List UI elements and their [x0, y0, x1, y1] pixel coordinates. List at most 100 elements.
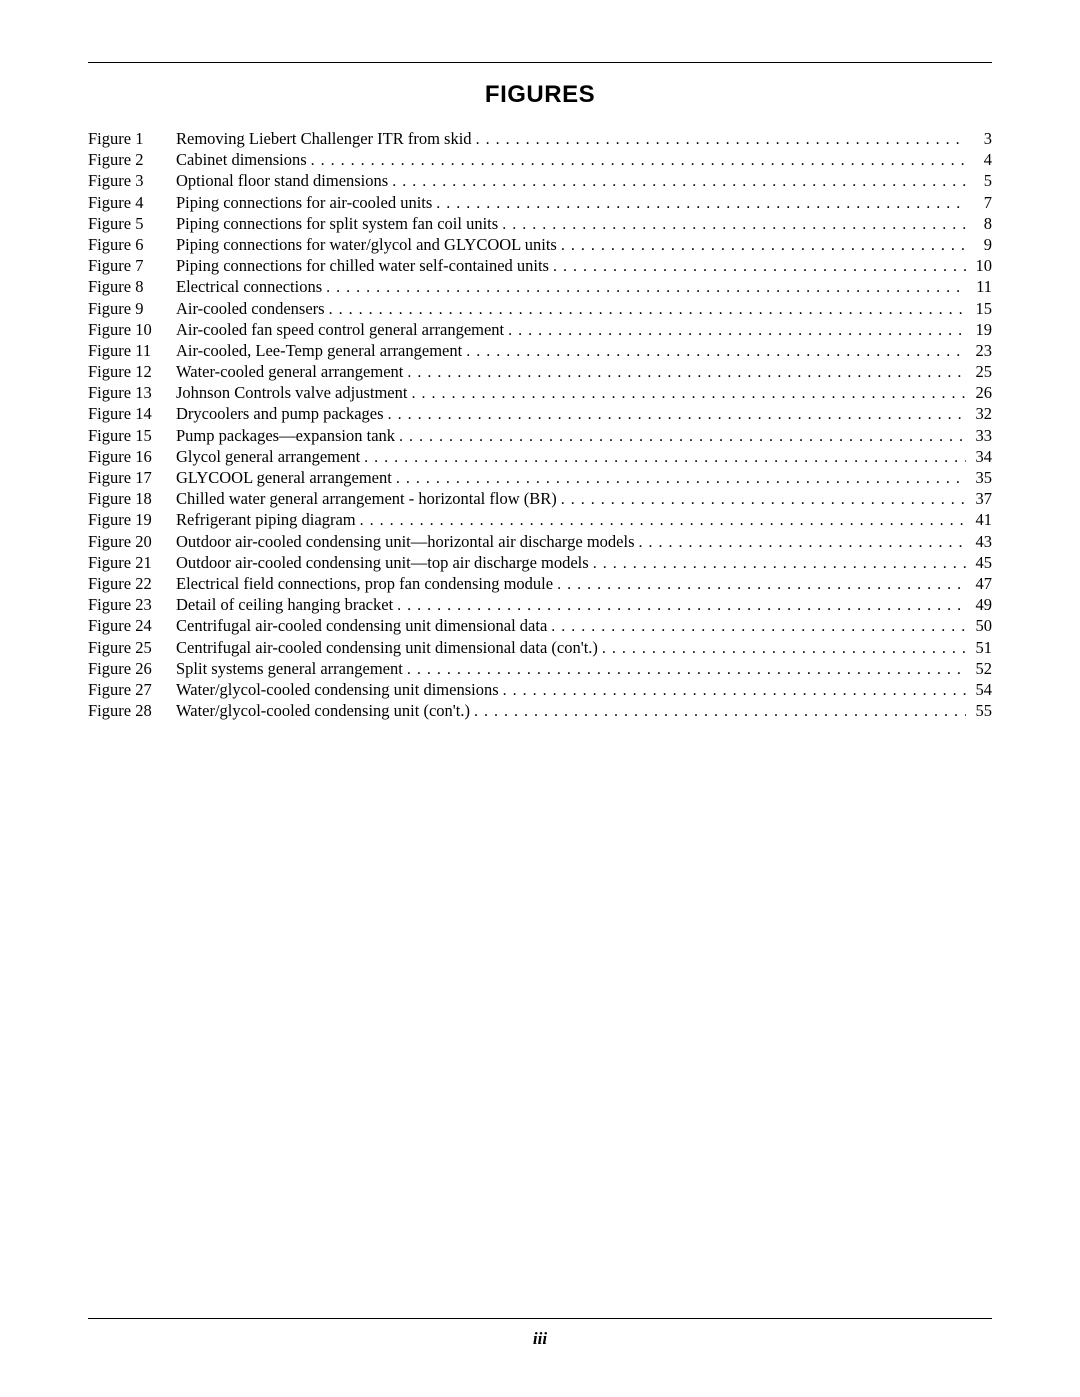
figure-page: 49	[970, 597, 992, 614]
figure-label: Figure 3	[88, 173, 176, 190]
figure-title: Centrifugal air-cooled condensing unit d…	[176, 640, 598, 657]
toc-entry: Figure 3Optional floor stand dimensions5	[88, 173, 992, 190]
toc-entry: Figure 24Centrifugal air-cooled condensi…	[88, 618, 992, 635]
figure-page: 43	[970, 534, 992, 551]
figure-page: 4	[970, 152, 992, 169]
figure-page: 11	[970, 279, 992, 296]
figure-title: Centrifugal air-cooled condensing unit d…	[176, 618, 547, 635]
figure-label: Figure 12	[88, 364, 176, 381]
figure-page: 26	[970, 385, 992, 402]
figure-title: Air-cooled, Lee-Temp general arrangement	[176, 343, 462, 360]
leader-dots	[364, 449, 966, 466]
toc-entry: Figure 2Cabinet dimensions4	[88, 152, 992, 169]
toc-entry: Figure 4Piping connections for air-coole…	[88, 195, 992, 212]
figure-page: 33	[970, 428, 992, 445]
figure-page: 55	[970, 703, 992, 720]
figure-title: Electrical field connections, prop fan c…	[176, 576, 553, 593]
figure-title: Water/glycol-cooled condensing unit (con…	[176, 703, 470, 720]
leader-dots	[397, 597, 966, 614]
figure-label: Figure 22	[88, 576, 176, 593]
figure-page: 10	[970, 258, 992, 275]
figure-title: Water/glycol-cooled condensing unit dime…	[176, 682, 499, 699]
toc-entry: Figure 5Piping connections for split sys…	[88, 216, 992, 233]
figure-page: 41	[970, 512, 992, 529]
leader-dots	[639, 534, 967, 551]
leader-dots	[407, 364, 966, 381]
figure-label: Figure 10	[88, 322, 176, 339]
page-number: iii	[88, 1329, 992, 1349]
figure-label: Figure 2	[88, 152, 176, 169]
figure-page: 34	[970, 449, 992, 466]
leader-dots	[551, 618, 966, 635]
figure-label: Figure 19	[88, 512, 176, 529]
leader-dots	[466, 343, 966, 360]
figure-label: Figure 23	[88, 597, 176, 614]
leader-dots	[392, 173, 966, 190]
figure-label: Figure 20	[88, 534, 176, 551]
toc-entry: Figure 12Water-cooled general arrangemen…	[88, 364, 992, 381]
figure-label: Figure 5	[88, 216, 176, 233]
figure-label: Figure 17	[88, 470, 176, 487]
figure-page: 37	[970, 491, 992, 508]
figure-title: Piping connections for split system fan …	[176, 216, 498, 233]
figure-title: Split systems general arrangement	[176, 661, 403, 678]
figure-page: 19	[970, 322, 992, 339]
figure-page: 25	[970, 364, 992, 381]
figure-page: 9	[970, 237, 992, 254]
leader-dots	[561, 491, 966, 508]
top-rule	[88, 62, 992, 63]
leader-dots	[311, 152, 966, 169]
figure-title: Outdoor air-cooled condensing unit—top a…	[176, 555, 589, 572]
leader-dots	[388, 406, 966, 423]
figure-label: Figure 7	[88, 258, 176, 275]
bottom-rule	[88, 1318, 992, 1319]
leader-dots	[396, 470, 966, 487]
toc-entry: Figure 23Detail of ceiling hanging brack…	[88, 597, 992, 614]
leader-dots	[561, 237, 966, 254]
figure-title: Water-cooled general arrangement	[176, 364, 403, 381]
figure-title: Chilled water general arrangement - hori…	[176, 491, 557, 508]
figure-title: Johnson Controls valve adjustment	[176, 385, 407, 402]
leader-dots	[399, 428, 966, 445]
toc-entry: Figure 15Pump packages—expansion tank33	[88, 428, 992, 445]
figure-page: 50	[970, 618, 992, 635]
toc-entry: Figure 28Water/glycol-cooled condensing …	[88, 703, 992, 720]
toc-entry: Figure 27Water/glycol-cooled condensing …	[88, 682, 992, 699]
figure-label: Figure 16	[88, 449, 176, 466]
toc-entry: Figure 7Piping connections for chilled w…	[88, 258, 992, 275]
toc-entry: Figure 22Electrical field connections, p…	[88, 576, 992, 593]
toc-entry: Figure 10Air-cooled fan speed control ge…	[88, 322, 992, 339]
toc-entry: Figure 14Drycoolers and pump packages32	[88, 406, 992, 423]
figures-list: Figure 1Removing Liebert Challenger ITR …	[88, 131, 992, 720]
toc-entry: Figure 16Glycol general arrangement34	[88, 449, 992, 466]
leader-dots	[411, 385, 966, 402]
toc-entry: Figure 26Split systems general arrangeme…	[88, 661, 992, 678]
figure-page: 35	[970, 470, 992, 487]
figure-label: Figure 6	[88, 237, 176, 254]
figure-label: Figure 13	[88, 385, 176, 402]
figure-page: 15	[970, 301, 992, 318]
figure-label: Figure 28	[88, 703, 176, 720]
toc-entry: Figure 13Johnson Controls valve adjustme…	[88, 385, 992, 402]
figure-page: 51	[970, 640, 992, 657]
leader-dots	[329, 301, 966, 318]
toc-entry: Figure 8Electrical connections11	[88, 279, 992, 296]
figure-title: Piping connections for chilled water sel…	[176, 258, 549, 275]
figure-page: 32	[970, 406, 992, 423]
toc-entry: Figure 19Refrigerant piping diagram41	[88, 512, 992, 529]
figure-title: GLYCOOL general arrangement	[176, 470, 392, 487]
toc-entry: Figure 20Outdoor air-cooled condensing u…	[88, 534, 992, 551]
figure-page: 8	[970, 216, 992, 233]
figure-page: 54	[970, 682, 992, 699]
toc-entry: Figure 9Air-cooled condensers15	[88, 301, 992, 318]
figure-page: 45	[970, 555, 992, 572]
figure-page: 23	[970, 343, 992, 360]
toc-entry: Figure 11Air-cooled, Lee-Temp general ar…	[88, 343, 992, 360]
leader-dots	[476, 131, 966, 148]
figure-label: Figure 27	[88, 682, 176, 699]
leader-dots	[593, 555, 966, 572]
leader-dots	[508, 322, 966, 339]
figure-page: 7	[970, 195, 992, 212]
figure-label: Figure 21	[88, 555, 176, 572]
leader-dots	[503, 682, 966, 699]
